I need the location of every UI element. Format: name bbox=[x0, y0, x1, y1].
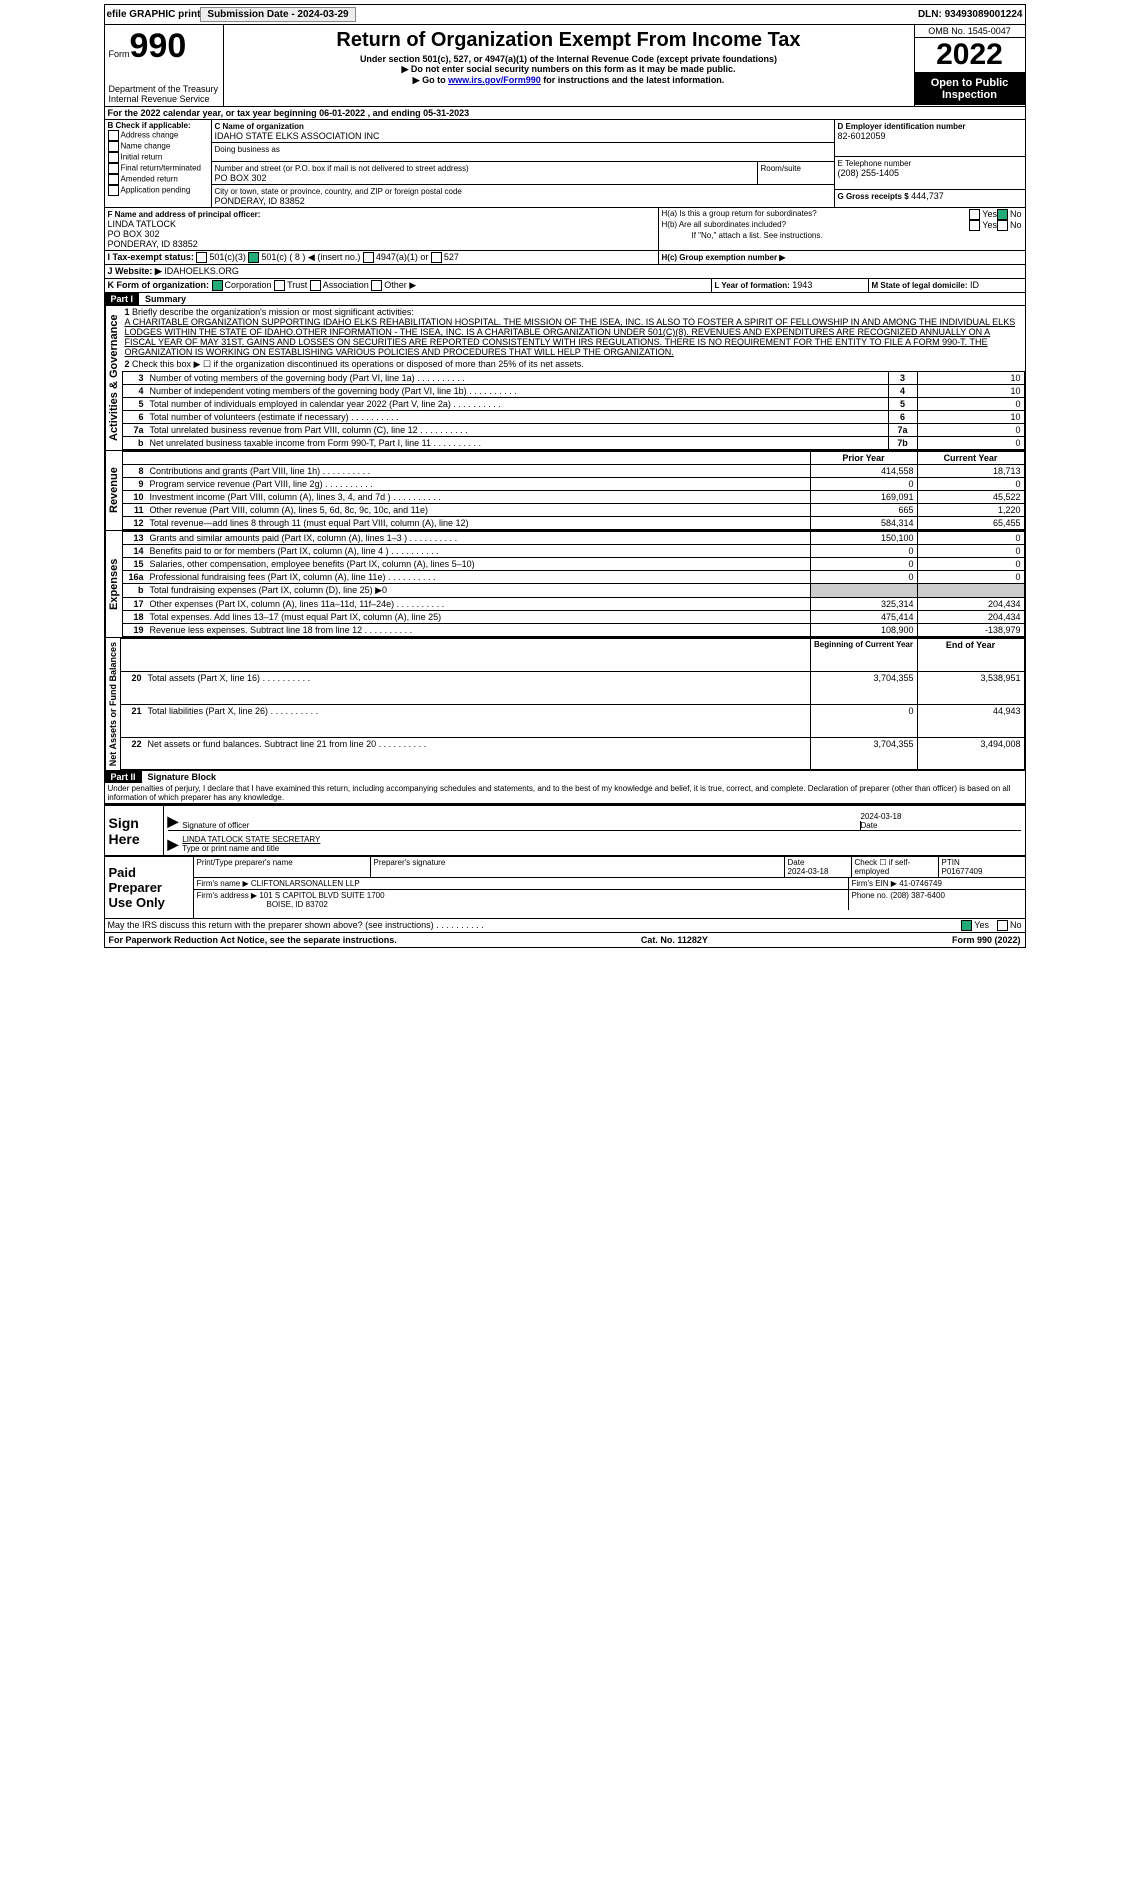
org-name: IDAHO STATE ELKS ASSOCIATION INC bbox=[215, 131, 380, 141]
ein: 82-6012059 bbox=[838, 131, 886, 141]
section-hc: H(c) Group exemption number ▶ bbox=[659, 251, 1025, 264]
corp-check bbox=[212, 280, 223, 291]
gross-receipts: 444,737 bbox=[911, 191, 944, 201]
part-ii-header: Part IISignature Block bbox=[105, 771, 1025, 783]
street: PO BOX 302 bbox=[215, 173, 267, 183]
section-h: H(a) Is this a group return for subordin… bbox=[659, 208, 1025, 250]
side-expenses: Expenses bbox=[105, 531, 122, 637]
form-title: Return of Organization Exempt From Incom… bbox=[228, 29, 910, 52]
section-deg: D Employer identification number82-60120… bbox=[835, 120, 1025, 207]
section-m: M State of legal domicile: ID bbox=[869, 279, 1025, 292]
mission-block: 1 Briefly describe the organization's mi… bbox=[122, 306, 1025, 358]
form-word: Form bbox=[109, 49, 130, 59]
section-b: B Check if applicable: Address change Na… bbox=[105, 120, 212, 207]
phone: (208) 255-1405 bbox=[838, 168, 900, 178]
section-j: J Website: ▶ IDAHOELKS.ORG bbox=[105, 265, 1025, 278]
officer-name: LINDA TATLOCK STATE SECRETARY bbox=[182, 835, 320, 844]
paid-preparer-block: Paid Preparer Use Only Print/Type prepar… bbox=[105, 855, 1025, 918]
omb-no: OMB No. 1545-0047 bbox=[915, 25, 1025, 37]
501c-check bbox=[248, 252, 259, 263]
section-k: K Form of organization: Corporation Trus… bbox=[105, 279, 712, 292]
open-public: Open to Public Inspection bbox=[915, 73, 1025, 105]
ptin: P01677409 bbox=[942, 867, 983, 876]
city: PONDERAY, ID 83852 bbox=[215, 196, 305, 206]
part-i-header: Part ISummary bbox=[105, 293, 1025, 306]
form-subtitle: Under section 501(c), 527, or 4947(a)(1)… bbox=[228, 54, 910, 64]
expenses-table: 13Grants and similar amounts paid (Part … bbox=[122, 531, 1025, 637]
tax-year: 2022 bbox=[915, 37, 1025, 73]
side-activities: Activities & Governance bbox=[105, 306, 122, 450]
side-revenue: Revenue bbox=[105, 451, 122, 530]
side-net: Net Assets or Fund Balances bbox=[105, 638, 120, 770]
firm-name: CLIFTONLARSONALLEN LLP bbox=[251, 879, 360, 888]
form-number: 990 bbox=[130, 27, 187, 65]
sign-here-block: Sign Here ▶ Signature of officer 2024-03… bbox=[105, 804, 1025, 855]
footer: For Paperwork Reduction Act Notice, see … bbox=[105, 932, 1025, 947]
form-header: Form990 Department of the Treasury Inter… bbox=[105, 25, 1025, 107]
irs-link[interactable]: www.irs.gov/Form990 bbox=[448, 75, 541, 85]
submission-date-btn[interactable]: Submission Date - 2024-03-29 bbox=[200, 7, 355, 22]
line-a: For the 2022 calendar year, or tax year … bbox=[105, 107, 1025, 120]
form-990: efile GRAPHIC print Submission Date - 20… bbox=[104, 4, 1026, 948]
top-bar: efile GRAPHIC print Submission Date - 20… bbox=[105, 5, 1025, 25]
irs-label: Internal Revenue Service bbox=[109, 94, 219, 104]
ssn-note: ▶ Do not enter social security numbers o… bbox=[228, 64, 910, 75]
section-c: C Name of organizationIDAHO STATE ELKS A… bbox=[212, 120, 835, 207]
website: IDAHOELKS.ORG bbox=[164, 266, 239, 276]
line-2: 2 Check this box ▶ ☐ if the organization… bbox=[122, 358, 1025, 371]
mission-text: A CHARITABLE ORGANIZATION SUPPORTING IDA… bbox=[125, 317, 1016, 357]
section-l: L Year of formation: 1943 bbox=[712, 279, 869, 292]
revenue-table: Prior YearCurrent Year 8Contributions an… bbox=[122, 451, 1025, 530]
penalties-text: Under penalties of perjury, I declare th… bbox=[105, 783, 1025, 804]
section-f: F Name and address of principal officer:… bbox=[105, 208, 659, 250]
goto-note: ▶ Go to www.irs.gov/Form990 for instruct… bbox=[228, 75, 910, 86]
dln: DLN: 93493089001224 bbox=[918, 9, 1023, 20]
dept-treasury: Department of the Treasury bbox=[109, 84, 219, 94]
discuss-row: May the IRS discuss this return with the… bbox=[105, 918, 1025, 932]
lines-3-7: 3Number of voting members of the governi… bbox=[122, 371, 1025, 450]
h-a-no-check bbox=[997, 209, 1008, 220]
net-table: Beginning of Current YearEnd of Year 20T… bbox=[120, 638, 1025, 770]
section-i: I Tax-exempt status: 501(c)(3) 501(c) ( … bbox=[105, 251, 659, 264]
discuss-yes-check bbox=[961, 920, 972, 931]
efile-label: efile GRAPHIC print bbox=[107, 9, 201, 20]
